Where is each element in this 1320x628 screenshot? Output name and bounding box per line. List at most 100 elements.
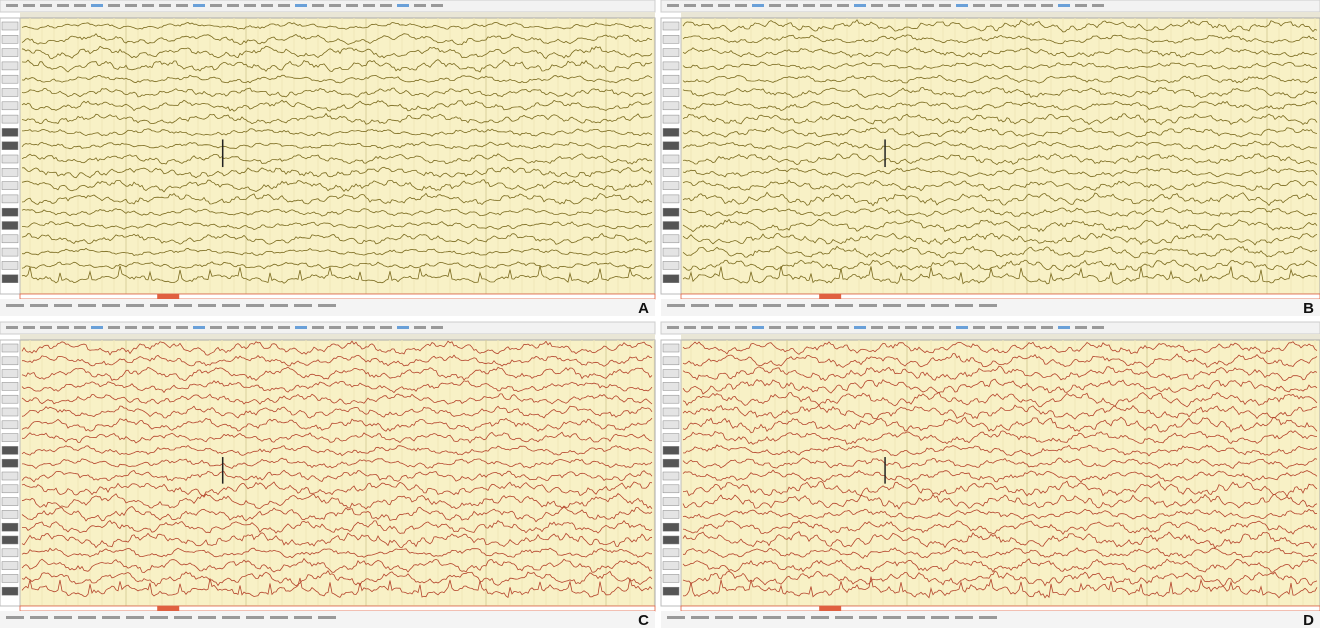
toolbar-item xyxy=(244,326,256,329)
toolbar-item xyxy=(40,326,52,329)
channel-label xyxy=(663,485,679,493)
status-item xyxy=(270,304,288,307)
channel-label xyxy=(663,75,679,83)
toolbar-item xyxy=(922,326,934,329)
panel-letter: C xyxy=(638,612,649,628)
toolbar-item xyxy=(888,326,900,329)
status-item xyxy=(979,616,997,619)
status-item xyxy=(150,616,168,619)
eeg-composite: ABCD xyxy=(0,0,1320,628)
time-ruler xyxy=(681,334,1320,340)
status-item xyxy=(318,304,336,307)
channel-label xyxy=(663,446,679,454)
status-item xyxy=(931,616,949,619)
channel-label xyxy=(2,472,18,480)
toolbar-item xyxy=(380,4,392,7)
status-bar xyxy=(0,299,655,316)
toolbar-item xyxy=(1024,326,1036,329)
status-item xyxy=(102,304,120,307)
channel-label xyxy=(663,395,679,403)
channel-label xyxy=(663,498,679,506)
status-item xyxy=(691,616,709,619)
toolbar-item xyxy=(786,4,798,7)
toolbar-item xyxy=(295,4,307,7)
channel-label xyxy=(663,208,679,216)
channel-label xyxy=(663,128,679,136)
toolbar-item xyxy=(23,326,35,329)
status-item xyxy=(667,304,685,307)
channel-label xyxy=(663,182,679,190)
toolbar-item xyxy=(6,4,18,7)
toolbar-item xyxy=(1092,4,1104,7)
status-item xyxy=(859,304,877,307)
channel-label xyxy=(2,510,18,518)
toolbar-item xyxy=(108,326,120,329)
channel-label xyxy=(663,248,679,256)
channel-label xyxy=(2,128,18,136)
channel-label xyxy=(2,536,18,544)
channel-label xyxy=(2,574,18,582)
toolbar-item xyxy=(108,4,120,7)
toolbar-item xyxy=(74,4,86,7)
channel-label xyxy=(663,168,679,176)
channel-label xyxy=(663,102,679,110)
status-item xyxy=(126,616,144,619)
toolbar-item xyxy=(1041,4,1053,7)
status-item xyxy=(318,616,336,619)
plot-area xyxy=(681,18,1320,294)
toolbar-item xyxy=(956,4,968,7)
channel-label xyxy=(663,434,679,442)
toolbar-item xyxy=(990,326,1002,329)
status-item xyxy=(979,304,997,307)
eeg-panel: B xyxy=(661,0,1320,317)
status-item xyxy=(294,616,312,619)
toolbar-item xyxy=(261,4,273,7)
channel-label xyxy=(2,446,18,454)
toolbar-item xyxy=(871,4,883,7)
channel-label xyxy=(2,168,18,176)
toolbar-item xyxy=(939,4,951,7)
channel-label xyxy=(2,261,18,269)
status-item xyxy=(715,616,733,619)
status-item xyxy=(835,616,853,619)
toolbar-item xyxy=(74,326,86,329)
status-item xyxy=(835,304,853,307)
channel-label xyxy=(2,382,18,390)
status-item xyxy=(198,304,216,307)
toolbar-item xyxy=(363,326,375,329)
event-marker xyxy=(819,606,841,611)
channel-label xyxy=(663,459,679,467)
event-marker xyxy=(819,294,841,299)
channel-label xyxy=(2,89,18,97)
toolbar-item xyxy=(278,4,290,7)
status-item xyxy=(955,304,973,307)
status-item xyxy=(883,616,901,619)
channel-label xyxy=(663,344,679,352)
toolbar-item xyxy=(312,4,324,7)
toolbar-item xyxy=(752,326,764,329)
channel-label xyxy=(663,472,679,480)
channel-label xyxy=(663,408,679,416)
status-item xyxy=(54,304,72,307)
channel-label xyxy=(2,370,18,378)
status-item xyxy=(6,616,24,619)
toolbar-item xyxy=(159,326,171,329)
channel-label xyxy=(2,459,18,467)
status-item xyxy=(931,304,949,307)
toolbar-item xyxy=(193,4,205,7)
status-item xyxy=(198,616,216,619)
toolbar-item xyxy=(769,4,781,7)
toolbar-item xyxy=(718,4,730,7)
status-item xyxy=(174,304,192,307)
status-bar xyxy=(661,611,1320,628)
toolbar-item xyxy=(701,326,713,329)
channel-label xyxy=(2,562,18,570)
status-item xyxy=(30,304,48,307)
toolbar-item xyxy=(905,326,917,329)
channel-label xyxy=(663,142,679,150)
status-item xyxy=(763,616,781,619)
toolbar-item xyxy=(227,4,239,7)
toolbar-item xyxy=(40,4,52,7)
toolbar-item xyxy=(142,326,154,329)
status-item xyxy=(667,616,685,619)
